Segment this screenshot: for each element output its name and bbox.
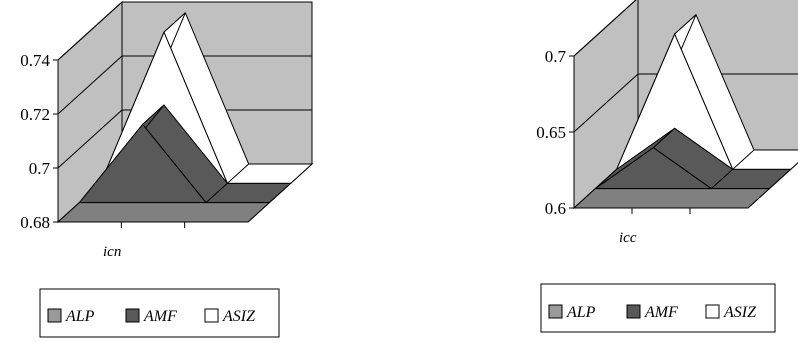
chart-icc: 0.6 0.65 0.7 icc ALP AMF ASIZ <box>536 0 798 333</box>
y-tick-label: 0.7 <box>29 159 51 178</box>
legend-label-alp: ALP <box>65 308 95 325</box>
gridline <box>573 0 637 57</box>
legend-swatch-asiz <box>204 308 219 323</box>
legend: ALP AMF ASIZ <box>39 288 280 338</box>
chart-icn: 0.68 0.7 0.72 0.74 icn ALP AMF ASIZ <box>20 0 314 338</box>
y-tick-label: 0.6 <box>545 199 566 218</box>
y-tick-label: 0.65 <box>536 123 566 142</box>
x-axis-label: icc <box>619 230 637 246</box>
legend-label-asiz: ASIZ <box>222 308 256 325</box>
legend-label-alp: ALP <box>566 304 596 321</box>
legend-label-amf: AMF <box>143 308 177 325</box>
y-tick-label: 0.74 <box>20 51 50 70</box>
y-tick-label: 0.72 <box>20 105 50 124</box>
legend-label-amf: AMF <box>644 304 678 321</box>
x-axis-label: icn <box>103 244 121 260</box>
y-tick-label: 0.68 <box>20 213 50 232</box>
legend-swatch-asiz <box>705 304 720 319</box>
y-tick-label: 0.7 <box>545 47 567 66</box>
series-ribbon-alp <box>56 202 271 223</box>
legend-box <box>39 288 280 338</box>
legend-swatch-amf <box>125 308 140 323</box>
legend-swatch-alp <box>548 304 563 319</box>
legend: ALP AMF ASIZ <box>540 283 776 333</box>
legend-label-asiz: ASIZ <box>723 304 757 321</box>
legend-swatch-alp <box>47 308 62 323</box>
legend-swatch-amf <box>626 304 641 319</box>
series-ribbon-alp <box>572 188 771 209</box>
legend-box <box>540 283 776 333</box>
